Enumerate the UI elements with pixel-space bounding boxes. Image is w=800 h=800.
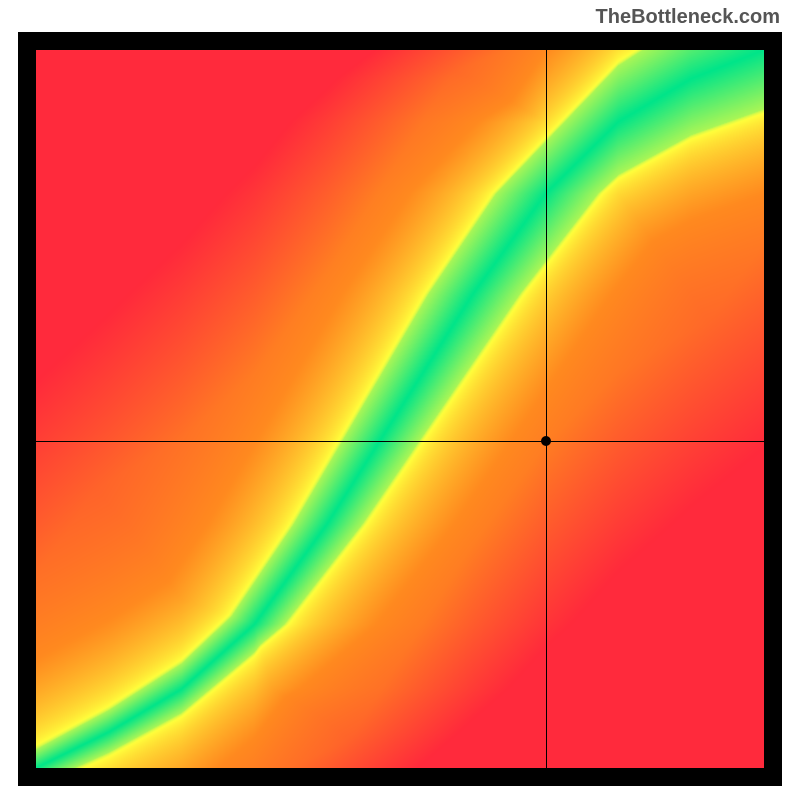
crosshair-horizontal [36, 441, 764, 442]
config-marker-dot [541, 436, 551, 446]
crosshair-vertical [546, 50, 547, 768]
plot-frame [18, 32, 782, 786]
bottleneck-heatmap [36, 50, 764, 768]
chart-container: TheBottleneck.com [0, 0, 800, 800]
watermark-text: TheBottleneck.com [596, 6, 780, 29]
